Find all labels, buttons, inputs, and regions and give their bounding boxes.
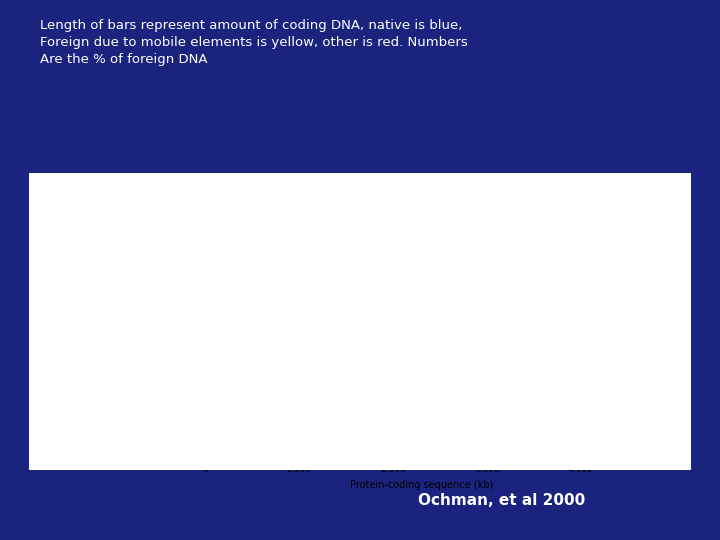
Text: 6.2: 6.2 [338,352,350,360]
Bar [351,312,355,321]
Text: Ochman, et al 2000: Ochman, et al 2000 [418,492,585,508]
Text: 1.3: 1.3 [348,378,360,387]
Bar [572,219,577,228]
Bar [205,351,328,361]
Bar [341,298,351,308]
Bar [205,206,572,215]
Bar [205,219,572,228]
Bar [572,206,582,215]
Text: 0.1: 0.1 [283,404,295,413]
Bar [343,377,345,387]
Text: 3.2: 3.2 [364,285,375,294]
Text: 16.6: 16.6 [495,246,512,254]
Text: 0.0: 0.0 [279,417,291,427]
Bar [205,272,360,281]
Bar [577,219,589,228]
Bar [340,325,353,334]
Bar [205,417,276,427]
Text: 5.2: 5.2 [413,259,425,268]
Text: 4.5: 4.5 [345,338,357,347]
Bar [544,232,556,241]
Bar [332,338,337,347]
Bar [205,338,332,347]
Text: A: A [205,272,211,281]
Text: Length of bars represent amount of coding DNA, native is blue,
Foreign due to mo: Length of bars represent amount of codin… [40,19,467,66]
Bar [205,430,260,440]
Text: 3.6: 3.6 [301,391,313,400]
Bar [356,285,361,294]
Bar [360,272,369,281]
Bar [205,364,318,374]
Text: 2.7: 2.7 [358,312,370,321]
Bar [205,404,280,414]
Text: 7.5: 7.5 [585,232,597,241]
Bar [337,338,342,347]
Bar [260,430,266,440]
Bar [328,351,336,361]
Bar [440,245,446,255]
Bar [205,312,351,321]
Text: 5.2: 5.2 [372,272,384,281]
Bar [205,245,440,255]
Text: A: A [205,285,211,294]
Text: 3.3: 3.3 [592,219,604,228]
X-axis label: Protein-coding sequence (kb): Protein-coding sequence (kb) [350,480,492,490]
Text: A: A [205,378,211,387]
Bar [556,232,582,241]
Bar [205,325,340,334]
Text: A: A [205,312,211,321]
Bar [582,206,631,215]
Text: 11.6: 11.6 [269,431,286,440]
Bar [205,232,544,241]
Bar [341,377,343,387]
Text: 0.0: 0.0 [252,444,264,453]
Text: 9.6: 9.6 [332,364,344,374]
Bar [205,259,397,268]
Bar [205,298,341,308]
Bar [397,259,410,268]
Text: 6.4: 6.4 [353,299,365,307]
Bar [205,285,356,294]
Text: 12.8: 12.8 [634,206,651,215]
Bar [318,364,329,374]
Text: A: A [205,325,211,334]
Bar [294,391,298,400]
Bar [446,245,492,255]
Text: 9.4: 9.4 [356,325,368,334]
Bar [205,377,341,387]
Bar [205,391,294,400]
Bar [205,444,249,453]
